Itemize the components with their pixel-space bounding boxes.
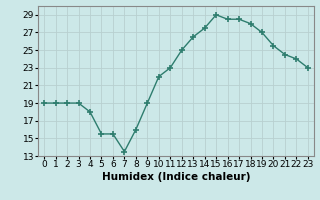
X-axis label: Humidex (Indice chaleur): Humidex (Indice chaleur) [102, 172, 250, 182]
